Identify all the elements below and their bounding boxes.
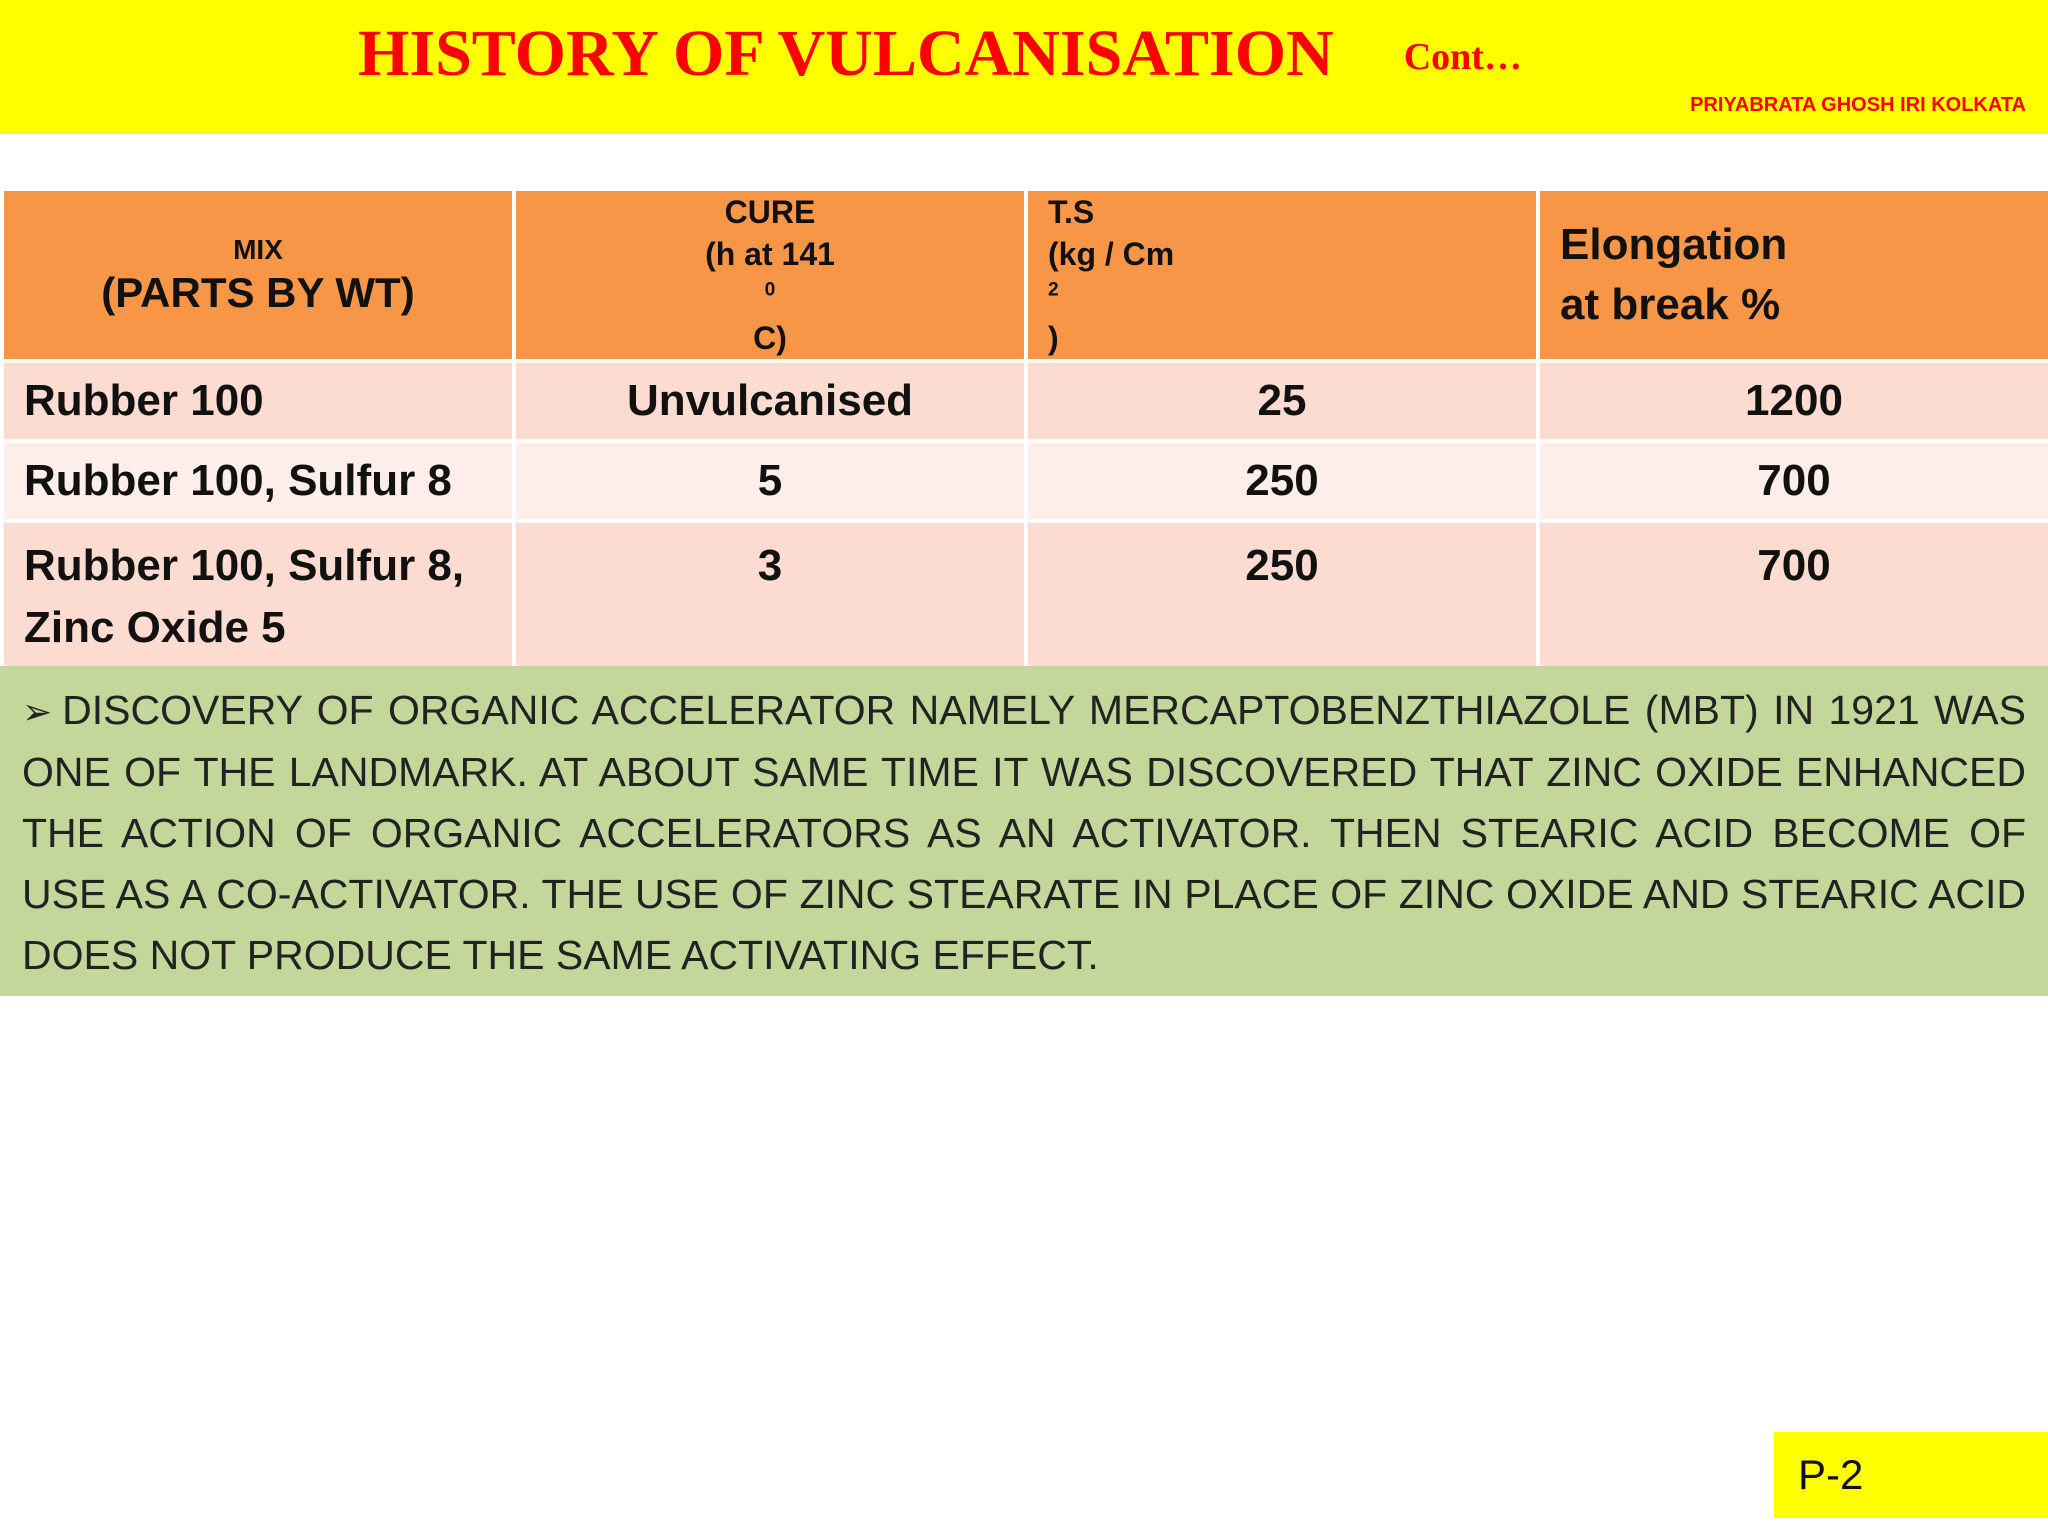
title-cont: Cont…	[1403, 36, 1522, 78]
page-number: P-2	[1774, 1432, 2048, 1518]
header-banner: HISTORY OF VULCANISATION Cont… PRIYABRATA…	[0, 0, 2048, 134]
discovery-paragraph: ➢ DISCOVERY OF ORGANIC ACCELERATOR NAMELY…	[22, 680, 2026, 986]
header-elongation-line2: at break %	[1560, 280, 1781, 329]
header-mix: MIX (PARTS BY WT)	[0, 187, 516, 363]
cell-elongation: 700	[1536, 439, 2048, 523]
table-row: Rubber 100, Sulfur 8, Zinc Oxide 5 3 250…	[0, 519, 2048, 671]
cell-mix: Rubber 100, Sulfur 8	[0, 439, 516, 523]
arrow-bullet-icon: ➢	[22, 691, 53, 732]
cell-ts: 250	[1024, 439, 1540, 523]
title-text: HISTORY OF VULCANISATION	[358, 17, 1334, 90]
header-elongation: Elongation at break %	[1536, 187, 2048, 363]
header-cure-unit-pre: (h at 141	[705, 236, 835, 272]
discovery-text: DISCOVERY OF ORGANIC ACCELERATOR NAMELY …	[22, 687, 2026, 978]
discovery-box: ➢ DISCOVERY OF ORGANIC ACCELERATOR NAMELY…	[0, 666, 2048, 996]
header-ts-line1: T.S	[1048, 194, 1095, 230]
cell-cure: 3	[512, 519, 1028, 671]
cell-ts: 250	[1024, 519, 1540, 671]
header-cure-unit-post: C)	[753, 320, 787, 356]
cell-ts: 25	[1024, 359, 1540, 443]
header-cure-line1: CURE	[724, 194, 816, 230]
header-mix-line2: (PARTS BY WT)	[101, 269, 415, 316]
header-cure: CURE (h at 141 0 C)	[512, 187, 1028, 363]
header-ts-unit-post: )	[1048, 320, 1059, 356]
header-ts-line2: (kg / Cm 2)	[1048, 233, 1516, 359]
vulcanisation-table: MIX (PARTS BY WT) CURE (h at 141 0 C) T.S …	[0, 187, 2048, 671]
cell-elongation: 700	[1536, 519, 2048, 671]
cell-cure: 5	[512, 439, 1028, 523]
table-header-row: MIX (PARTS BY WT) CURE (h at 141 0 C) T.S …	[0, 187, 2048, 363]
header-ts-unit-pre: (kg / Cm	[1048, 236, 1175, 272]
header-cure-line2: (h at 141 0 C)	[536, 233, 1004, 359]
table-row: Rubber 100 Unvulcanised 25 1200	[0, 359, 2048, 443]
header-mix-line1: MIX	[233, 234, 283, 265]
header-cure-degree: 0	[764, 279, 776, 301]
slide-title: HISTORY OF VULCANISATION Cont…	[0, 14, 1880, 97]
cell-mix-line2: Zinc Oxide 5	[24, 603, 286, 652]
table-row: Rubber 100, Sulfur 8 5 250 700	[0, 439, 2048, 523]
author-credit: PRIYABRATA GHOSH IRI KOLKATA	[1690, 94, 2026, 116]
header-ts-exponent: 2	[1048, 279, 1059, 301]
cell-mix: Rubber 100	[0, 359, 516, 443]
header-ts: T.S (kg / Cm 2)	[1024, 187, 1540, 363]
cell-cure: Unvulcanised	[512, 359, 1028, 443]
header-elongation-line1: Elongation	[1560, 220, 1788, 269]
cell-elongation: 1200	[1536, 359, 2048, 443]
cell-mix-line1: Rubber 100, Sulfur 8,	[24, 541, 465, 590]
cell-mix: Rubber 100, Sulfur 8, Zinc Oxide 5	[0, 519, 516, 671]
